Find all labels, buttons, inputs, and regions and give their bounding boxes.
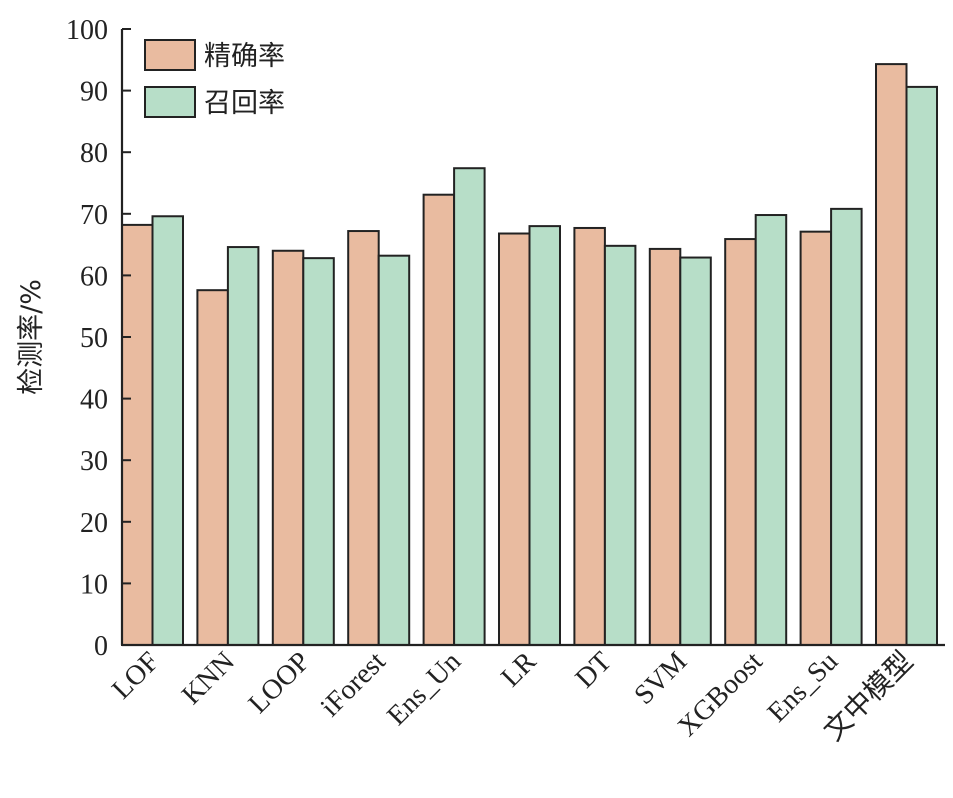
bar-recall-1 xyxy=(226,246,260,646)
x-tick-label: XGBoost xyxy=(672,646,769,743)
bar-precision-8 xyxy=(724,238,757,646)
legend-swatch-recall xyxy=(144,86,196,118)
bar-precision-4 xyxy=(422,193,456,646)
bar-recall-2 xyxy=(302,257,335,646)
bar-precision-2 xyxy=(271,249,305,646)
bar-recall-8 xyxy=(754,214,788,646)
bar-precision-3 xyxy=(347,230,380,646)
bar-precision-9 xyxy=(799,230,833,646)
x-tick-label: iForest xyxy=(315,646,392,723)
bar-precision-10 xyxy=(875,63,908,646)
y-tick-label: 70 xyxy=(80,200,108,231)
bar-recall-6 xyxy=(603,244,637,646)
legend-label-recall: 召回率 xyxy=(204,88,285,119)
x-tick-label: DT xyxy=(570,646,618,694)
bar-recall-0 xyxy=(151,215,184,646)
bar-precision-5 xyxy=(498,232,531,646)
bar-recall-7 xyxy=(679,256,712,646)
y-tick-label: 40 xyxy=(80,385,108,416)
y-tick-label: 10 xyxy=(80,569,108,600)
bars-layer xyxy=(121,63,938,647)
y-tick-label: 100 xyxy=(66,15,108,46)
y-tick-label: 90 xyxy=(80,77,108,108)
bar-recall-4 xyxy=(453,167,486,646)
x-tick-label: LR xyxy=(495,646,542,693)
bar-precision-6 xyxy=(573,226,606,647)
y-tick-label: 80 xyxy=(80,138,108,169)
y-axis-title: 检测率/% xyxy=(16,279,47,395)
bar-precision-0 xyxy=(121,223,154,646)
x-tick-label: SVM xyxy=(628,646,693,711)
x-tick-label: Ens_Un xyxy=(381,646,467,732)
bar-precision-7 xyxy=(648,247,682,647)
legend-swatch-precision xyxy=(144,39,196,71)
legend-label-precision: 精确率 xyxy=(204,41,285,72)
bar-precision-1 xyxy=(196,289,229,646)
y-tick-label: 0 xyxy=(94,631,108,662)
x-tick-label: LOF xyxy=(106,646,165,705)
y-tick-label: 50 xyxy=(80,323,108,354)
x-tick-label: LOOP xyxy=(243,646,317,720)
y-tick-label: 60 xyxy=(80,261,108,292)
y-tick-label: 20 xyxy=(80,508,108,539)
bar-recall-5 xyxy=(528,225,561,646)
bar-recall-3 xyxy=(377,254,411,647)
y-tick-label: 30 xyxy=(80,446,108,477)
x-tick-label: KNN xyxy=(176,646,241,711)
bar-recall-9 xyxy=(830,207,863,646)
bar-recall-10 xyxy=(905,85,938,647)
